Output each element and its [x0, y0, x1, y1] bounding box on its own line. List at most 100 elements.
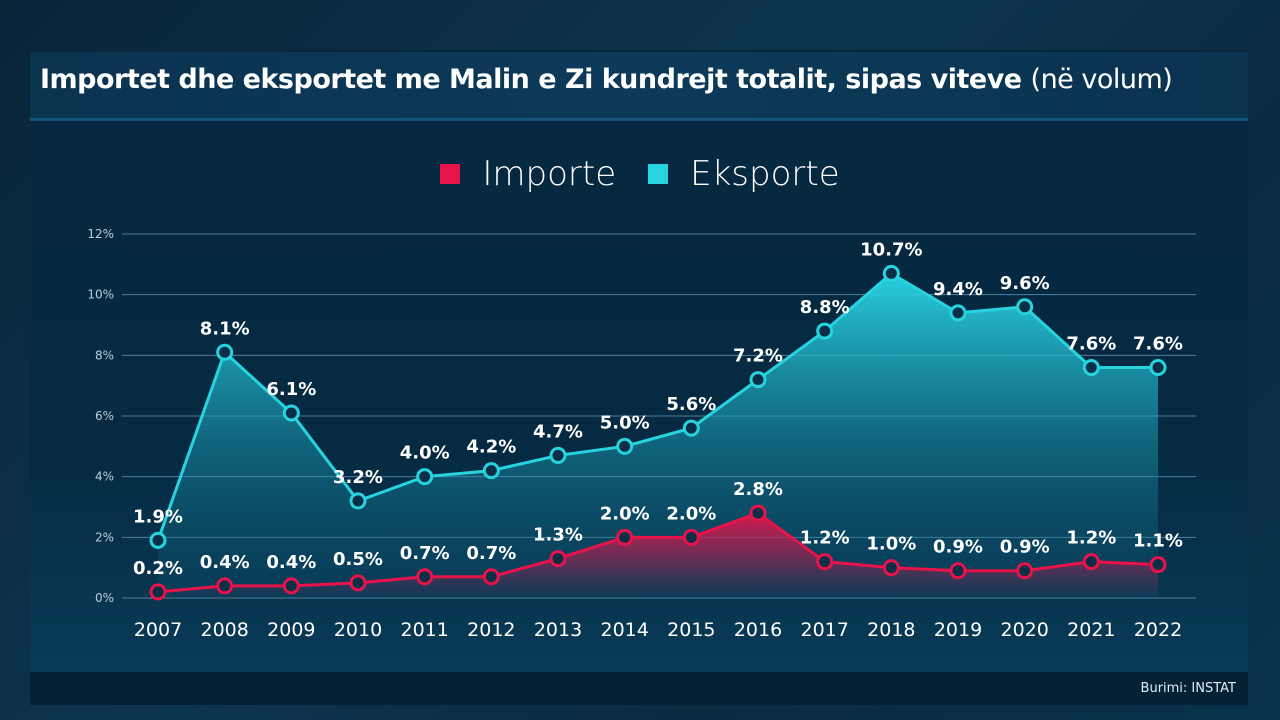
importe-point: [816, 553, 834, 571]
y-tick-label: 2%: [95, 530, 114, 544]
eksporte-point: [816, 322, 834, 340]
eksporte-data-label: 4.0%: [400, 443, 450, 464]
eksporte-point: [616, 437, 634, 455]
x-tick-label: 2008: [200, 619, 248, 641]
y-tick-label: 12%: [87, 227, 114, 241]
importe-point: [1082, 553, 1100, 571]
importe-data-label: 1.2%: [800, 528, 850, 549]
importe-data-label: 0.7%: [400, 543, 450, 564]
importe-data-label: 0.5%: [333, 549, 383, 570]
eksporte-data-label: 10.7%: [860, 239, 922, 260]
eksporte-point: [682, 419, 700, 437]
eksporte-data-label: 4.7%: [533, 421, 583, 442]
x-tick-label: 2017: [800, 619, 848, 641]
eksporte-point: [282, 404, 300, 422]
eksporte-point: [1082, 358, 1100, 376]
importe-point: [482, 568, 500, 586]
eksporte-point: [949, 304, 967, 322]
legend-label-importe: Importe: [482, 154, 617, 194]
importe-point: [416, 568, 434, 586]
importe-point: [949, 562, 967, 580]
subtitle-text: (në volum): [1030, 64, 1173, 95]
eksporte-point: [1149, 358, 1167, 376]
x-tick-label: 2014: [600, 619, 648, 641]
title-text: Importet dhe eksportet me Malin e Zi kun…: [40, 64, 1022, 95]
eksporte-line: [156, 271, 1158, 541]
x-tick-label: 2011: [400, 619, 448, 641]
importe-point: [1016, 562, 1034, 580]
x-tick-label: 2013: [534, 619, 582, 641]
legend-item-eksporte: Eksporte: [648, 154, 840, 194]
importe-point: [549, 550, 567, 568]
importe-data-label: 2.0%: [666, 503, 716, 524]
importe-data-label: 0.9%: [1000, 537, 1050, 558]
legend-item-importe: Importe: [440, 154, 616, 194]
x-tick-label: 2020: [1000, 619, 1048, 641]
eksporte-data-label: 6.1%: [266, 379, 316, 400]
importe-data-label: 0.9%: [933, 537, 983, 558]
x-tick-label: 2021: [1067, 619, 1115, 641]
eksporte-data-label: 5.0%: [600, 412, 650, 433]
importe-line: [157, 511, 1159, 594]
eksporte-point: [349, 492, 367, 510]
x-tick-label: 2018: [867, 619, 915, 641]
importe-point: [349, 574, 367, 592]
importe-data-label: 1.1%: [1133, 531, 1183, 552]
importe-point: [282, 577, 300, 595]
x-tick-label: 2022: [1134, 619, 1182, 641]
x-tick-label: 2016: [734, 619, 782, 641]
eksporte-data-label: 7.2%: [733, 346, 783, 367]
importe-point: [749, 504, 767, 522]
importe-area: [158, 513, 1158, 598]
legend: Importe Eksporte: [0, 154, 1280, 194]
eksporte-point: [482, 462, 500, 480]
y-tick-label: 4%: [95, 470, 114, 484]
importe-data-label: 1.3%: [533, 525, 583, 546]
eksporte-point: [416, 468, 434, 486]
x-tick-label: 2009: [267, 619, 315, 641]
eksporte-data-label: 8.1%: [200, 318, 250, 339]
importe-data-label: 2.8%: [733, 479, 783, 500]
x-tick-label: 2010: [334, 619, 382, 641]
eksporte-point: [1016, 298, 1034, 316]
importe-point: [616, 528, 634, 546]
importe-data-label: 1.2%: [1066, 528, 1116, 549]
eksporte-data-label: 5.6%: [666, 394, 716, 415]
footer-bar: [30, 672, 1248, 705]
importe-data-label: 2.0%: [600, 503, 650, 524]
eksporte-area: [158, 273, 1158, 598]
importe-data-label: 0.4%: [266, 552, 316, 573]
importe-point: [216, 577, 234, 595]
importe-point: [149, 583, 167, 601]
eksporte-point: [149, 531, 167, 549]
legend-swatch-eksporte: [648, 164, 669, 184]
eksporte-data-label: 4.2%: [466, 437, 516, 458]
eksporte-point: [549, 446, 567, 464]
chart-title: Importet dhe eksportet me Malin e Zi kun…: [40, 64, 1173, 95]
title-bar: [30, 52, 1248, 121]
x-tick-label: 2015: [667, 619, 715, 641]
importe-data-label: 1.0%: [866, 534, 916, 555]
importe-data-label: 0.2%: [133, 558, 183, 579]
source-note: Burimi: INSTAT: [1140, 681, 1236, 696]
importe-point: [682, 528, 700, 546]
importe-data-label: 0.4%: [200, 552, 250, 573]
eksporte-data-label: 3.2%: [333, 467, 383, 488]
eksporte-point: [216, 343, 234, 361]
eksporte-data-label: 7.6%: [1066, 333, 1116, 354]
eksporte-data-label: 7.6%: [1133, 333, 1183, 354]
importe-point: [1149, 556, 1167, 574]
x-tick-label: 2012: [467, 619, 515, 641]
eksporte-data-label: 9.4%: [933, 279, 983, 300]
eksporte-point: [882, 264, 900, 282]
importe-data-label: 0.7%: [466, 543, 516, 564]
eksporte-data-label: 8.8%: [800, 297, 850, 318]
eksporte-data-label: 9.6%: [1000, 273, 1050, 294]
eksporte-data-label: 1.9%: [133, 506, 183, 527]
eksporte-point: [749, 371, 767, 389]
y-tick-label: 8%: [95, 348, 114, 362]
y-tick-label: 10%: [87, 288, 114, 302]
y-tick-label: 0%: [95, 591, 114, 605]
x-tick-label: 2007: [134, 619, 182, 641]
